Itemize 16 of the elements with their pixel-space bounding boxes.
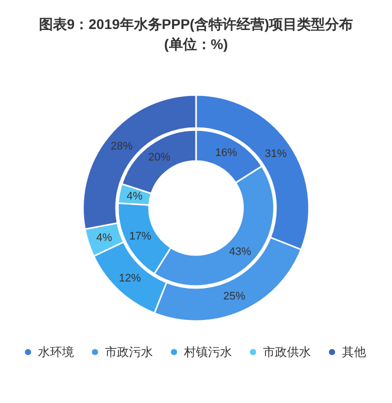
legend-label: 市政供水 xyxy=(263,345,311,360)
data-label: 16% xyxy=(215,147,238,160)
chart-title: 图表9：2019年水务PPP(含特许经营)项目类型分布(单位：%) xyxy=(38,16,354,52)
data-label: 17% xyxy=(129,230,152,242)
data-label: 31% xyxy=(264,148,288,160)
legend-label: 市政污水 xyxy=(105,345,153,360)
legend-label: 其他 xyxy=(342,345,366,360)
data-label: 25% xyxy=(223,290,246,303)
data-label: 4% xyxy=(126,190,143,202)
data-label: 20% xyxy=(148,151,170,164)
data-label: 12% xyxy=(118,272,142,284)
data-label: 4% xyxy=(96,232,112,244)
legend-label: 水环境 xyxy=(38,345,74,360)
data-label: 28% xyxy=(110,140,133,152)
legend-label: 村镇污水 xyxy=(183,345,232,360)
data-label: 43% xyxy=(229,246,252,258)
